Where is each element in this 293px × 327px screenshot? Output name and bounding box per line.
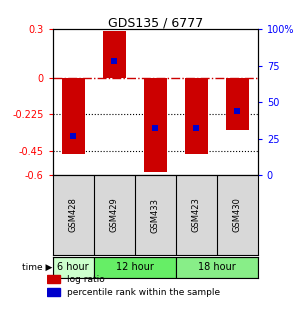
Bar — [144, 78, 166, 172]
Bar — [53, 257, 94, 278]
Text: 12 hour: 12 hour — [116, 262, 154, 272]
Text: GSM428: GSM428 — [69, 198, 78, 232]
Text: GSM423: GSM423 — [192, 198, 201, 232]
Text: GSM433: GSM433 — [151, 198, 160, 232]
Bar — [62, 78, 84, 154]
Text: 18 hour: 18 hour — [198, 262, 236, 272]
Text: percentile rank within the sample: percentile rank within the sample — [67, 288, 220, 297]
Bar — [185, 78, 207, 154]
Bar — [103, 31, 125, 78]
Bar — [94, 257, 176, 278]
Text: GSM429: GSM429 — [110, 198, 119, 232]
Bar — [47, 288, 60, 297]
Title: GDS135 / 6777: GDS135 / 6777 — [108, 16, 203, 29]
Bar — [226, 78, 248, 130]
Text: GSM430: GSM430 — [233, 198, 242, 232]
Bar — [176, 257, 258, 278]
Text: 6 hour: 6 hour — [57, 262, 89, 272]
Bar — [47, 275, 60, 283]
Text: log ratio: log ratio — [67, 275, 104, 284]
Text: time ▶: time ▶ — [22, 263, 53, 272]
